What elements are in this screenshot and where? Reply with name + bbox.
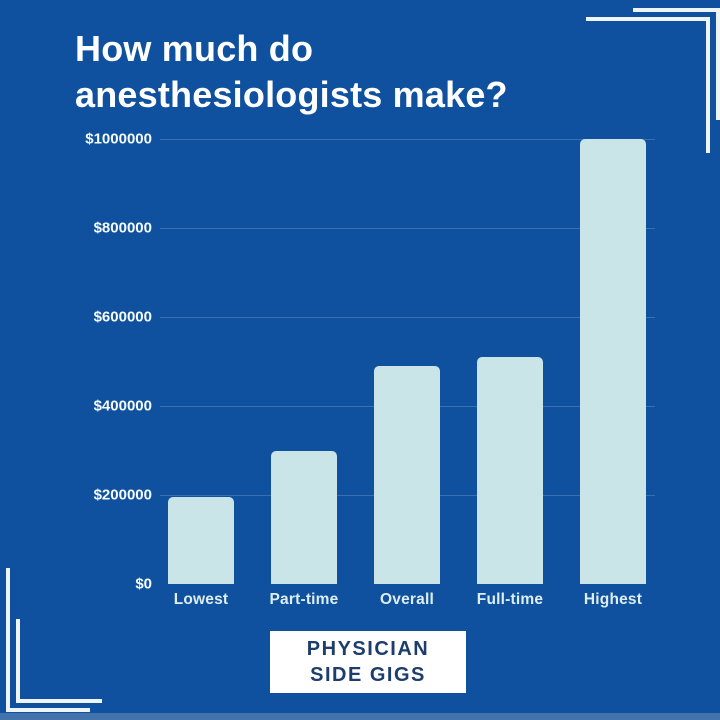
bar-lowest [168,497,234,584]
page-title: How much do anesthesiologists make? [75,26,508,118]
corner-bracket-top-right-inner [586,17,710,153]
x-tick-label: Highest [583,591,643,608]
brand-logo: PHYSICIAN SIDE GIGS [270,631,466,693]
title-line-1: How much do [75,28,314,69]
y-tick-label: $400000 [93,397,152,415]
corner-bracket-bottom-left-inner [16,619,102,703]
bar-overall [374,365,440,584]
plot-area: Lowest Part-time Overall Full-time Highest [160,139,655,608]
y-tick-label: $0 [135,575,152,593]
title-line-2: anesthesiologists make? [75,74,508,116]
y-tick-label: $1000000 [85,130,152,148]
gridline [160,139,655,140]
bar-full-time [477,357,543,584]
y-tick-label: $800000 [93,219,152,237]
x-tick-label: Full-time [476,591,544,608]
logo-line-2: SIDE GIGS [310,664,426,686]
x-tick-label: Part-time [269,591,339,608]
bottom-edge-strip [0,713,720,720]
corner-bracket-top-right-outer [633,8,720,120]
gridline [160,228,655,229]
y-tick-label: $600000 [93,308,152,326]
bar-highest [580,139,646,584]
logo-line-1: PHYSICIAN [306,638,430,660]
x-tick-label: Lowest [173,591,229,608]
y-tick-label: $200000 [93,486,152,504]
bar-part-time [271,450,337,584]
x-tick-label: Overall [380,591,434,608]
gridline [160,317,655,318]
